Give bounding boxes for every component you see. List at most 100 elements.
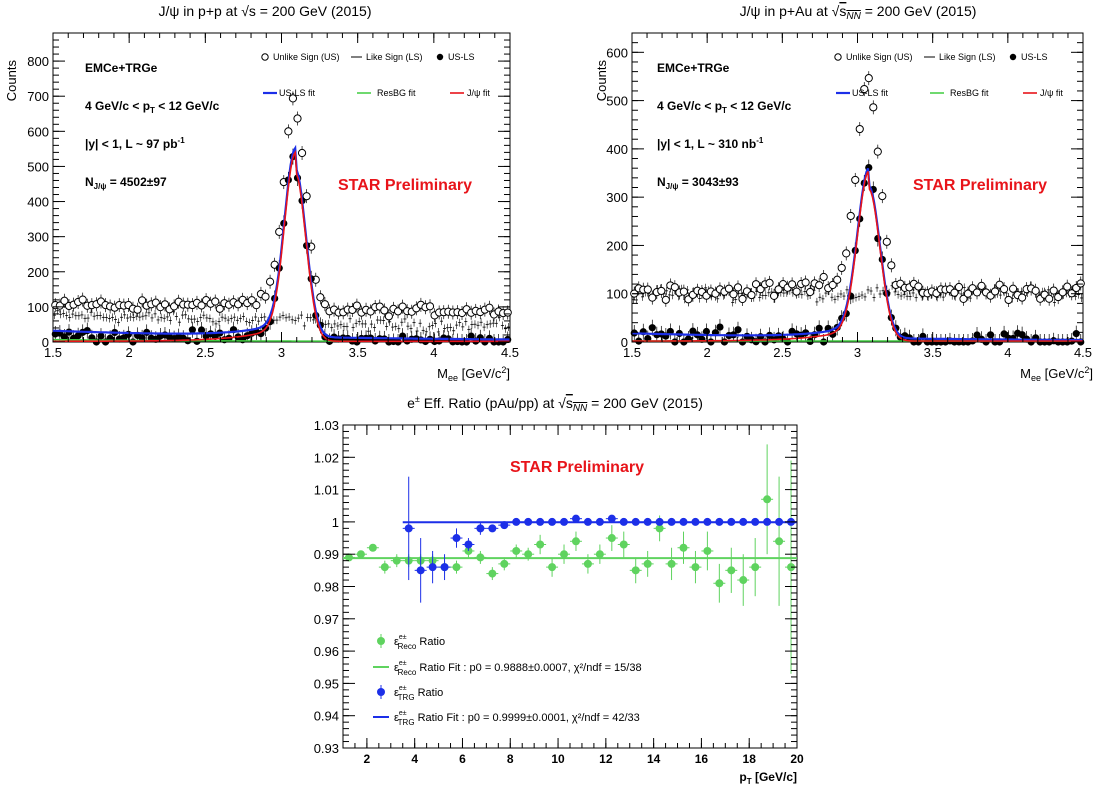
x-tick-label: 4.5	[1074, 345, 1092, 360]
x-tick-label: 1.5	[623, 345, 641, 360]
reco-point	[583, 559, 592, 568]
trg-point	[691, 517, 700, 526]
us-point	[855, 124, 864, 134]
trg-point	[655, 517, 664, 526]
y-tick-label: 600	[606, 45, 628, 60]
us-point	[869, 103, 878, 112]
us-point	[846, 211, 855, 221]
reco-point	[368, 543, 377, 552]
jpsi-fit-curve	[632, 171, 1083, 342]
us-point	[352, 301, 362, 310]
us-point	[733, 283, 743, 292]
y-tick-label: 800	[27, 54, 49, 69]
usls-point	[648, 324, 656, 332]
y-tick-label: 1.01	[314, 483, 339, 498]
usls-point	[783, 338, 792, 346]
reco-point	[560, 550, 569, 559]
us-point	[724, 284, 734, 293]
y-tick-label: 0.95	[314, 676, 339, 691]
trg-point	[464, 540, 473, 549]
panel-ratio: e± Eff. Ratio (pAu/pp) at √sNN = 200 GeV…	[314, 394, 804, 786]
legend-trg-ratio-label: εe± TRG Ratio	[394, 685, 443, 702]
us-point	[1063, 282, 1072, 291]
reco-point	[548, 563, 557, 572]
us-point	[887, 261, 896, 270]
reco-point	[607, 534, 616, 543]
x-tick-label: 3.5	[349, 345, 367, 360]
us-point	[833, 275, 842, 284]
reco-point	[512, 546, 521, 555]
legend-us-marker	[834, 53, 842, 61]
x-tick-label: 14	[647, 752, 661, 766]
x-tick-label: 16	[695, 752, 709, 766]
us-point	[380, 306, 389, 315]
us-point	[160, 300, 170, 309]
us-point	[1008, 284, 1018, 293]
us-point	[959, 294, 968, 303]
y-tick-label: 0	[621, 335, 628, 350]
usls-point	[1000, 330, 1008, 338]
usls-point	[716, 323, 724, 331]
reco-point	[380, 563, 389, 572]
reco-point	[392, 556, 401, 565]
panel-pau: J/ψ in p+Au at √sNN = 200 GeV (2015) Unl…	[594, 3, 1093, 383]
usls-point	[973, 331, 981, 339]
y-tick-label: 0	[42, 335, 49, 350]
usls-point	[734, 326, 742, 334]
reco-point	[751, 563, 760, 572]
usls-point	[1018, 331, 1026, 339]
x-tick-label: 2.5	[196, 345, 214, 360]
usls-point	[188, 326, 196, 334]
us-point	[788, 280, 797, 289]
trg-point	[727, 517, 736, 526]
usls-point	[702, 327, 711, 336]
panel-pau-star-preliminary: STAR Preliminary	[913, 177, 1047, 194]
y-tick-label: 300	[606, 190, 628, 205]
legend-usls-marker	[1009, 53, 1017, 61]
y-tick-label: 0.93	[314, 741, 339, 756]
panel-pau-title: J/ψ in p+Au at √sNN = 200 GeV (2015)	[740, 3, 977, 22]
us-point	[729, 290, 738, 299]
panel-ratio-title: e± Eff. Ratio (pAu/pp) at √sNN = 200 GeV…	[407, 394, 703, 414]
us-point	[837, 263, 846, 273]
reco-point	[524, 550, 533, 559]
reco-point	[631, 566, 640, 575]
us-point	[1004, 295, 1013, 305]
reco-point	[571, 537, 580, 546]
panel-pau-label-trigger: EMCe+TRGe	[657, 61, 730, 75]
usls-point	[197, 326, 206, 334]
usls-point	[124, 330, 133, 338]
reco-point	[500, 559, 509, 568]
reco-point	[715, 579, 724, 588]
us-point	[860, 84, 869, 94]
trg-point	[416, 566, 425, 575]
x-tick-label: 2	[704, 345, 711, 360]
us-point	[661, 295, 670, 304]
us-point	[197, 301, 206, 310]
trg-point	[631, 517, 640, 526]
legend-us-marker	[261, 53, 269, 61]
us-point	[60, 296, 69, 305]
usls-point	[815, 324, 823, 332]
us-point	[78, 295, 87, 304]
us-point	[972, 288, 982, 297]
legend-usls-fit-label: US-LS fit	[279, 88, 316, 98]
us-point	[815, 281, 824, 290]
us-point	[1076, 279, 1085, 288]
panel-pp-label-yield: NJ/ψ = 4502±97	[85, 175, 167, 191]
panel-pp-star-preliminary: STAR Preliminary	[338, 177, 472, 194]
y-tick-label: 0.99	[314, 547, 339, 562]
us-point	[769, 291, 779, 300]
reco-point	[595, 550, 604, 559]
x-tick-label: 18	[743, 752, 757, 766]
panel-pp-xlabel: Mee [GeV/c2]	[437, 365, 510, 383]
us-point	[679, 287, 688, 296]
y-tick-label: 0.96	[314, 644, 339, 659]
us-point	[963, 289, 973, 298]
reco-point	[739, 576, 748, 585]
reco-point	[667, 559, 676, 568]
panel-ratio-xlabel: pT [GeV/c]	[739, 770, 797, 786]
us-point	[801, 278, 810, 287]
reco-point	[703, 546, 712, 555]
us-point	[215, 304, 224, 313]
